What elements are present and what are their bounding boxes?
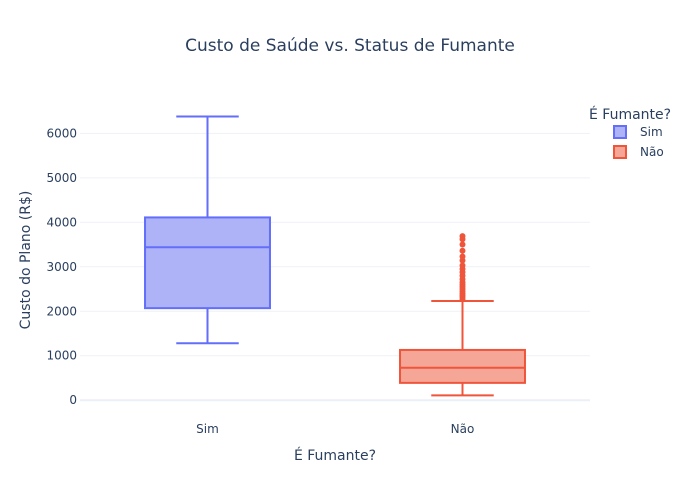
y-axis-ticks: 0 1000 2000 3000 4000 5000 6000	[46, 126, 77, 407]
legend-label: Sim	[640, 125, 663, 139]
iqr-box	[399, 348, 526, 384]
y-axis-title: Custo do Plano (R$)	[18, 191, 34, 330]
outlier-point	[459, 253, 466, 260]
legend-swatch	[613, 125, 627, 139]
x-tick-label: Não	[451, 422, 475, 436]
y-tick-label: 0	[69, 393, 77, 407]
box-nao	[399, 233, 526, 397]
x-axis-title: É Fumante?	[294, 447, 376, 464]
y-tick-label: 2000	[46, 304, 77, 318]
outlier-point	[459, 262, 466, 269]
outlier-point	[459, 247, 466, 254]
y-tick-label: 3000	[46, 260, 77, 274]
legend-swatch	[613, 145, 627, 159]
chart-title: Custo de Saúde vs. Status de Fumante	[185, 36, 515, 56]
legend-label: Não	[640, 145, 664, 159]
box-sim	[144, 115, 271, 345]
iqr-box	[144, 216, 271, 310]
y-tick-label: 5000	[46, 171, 77, 185]
legend-title: É Fumante?	[589, 106, 671, 123]
legend: É Fumante? Sim Não	[589, 106, 671, 159]
x-axis-ticks: Sim Não	[196, 422, 474, 436]
y-tick-label: 4000	[46, 215, 77, 229]
y-tick-label: 1000	[46, 349, 77, 363]
outlier-point	[459, 233, 466, 240]
outlier-point	[459, 241, 466, 248]
box-series	[144, 115, 526, 397]
x-tick-label: Sim	[196, 422, 219, 436]
y-tick-label: 6000	[46, 126, 77, 140]
